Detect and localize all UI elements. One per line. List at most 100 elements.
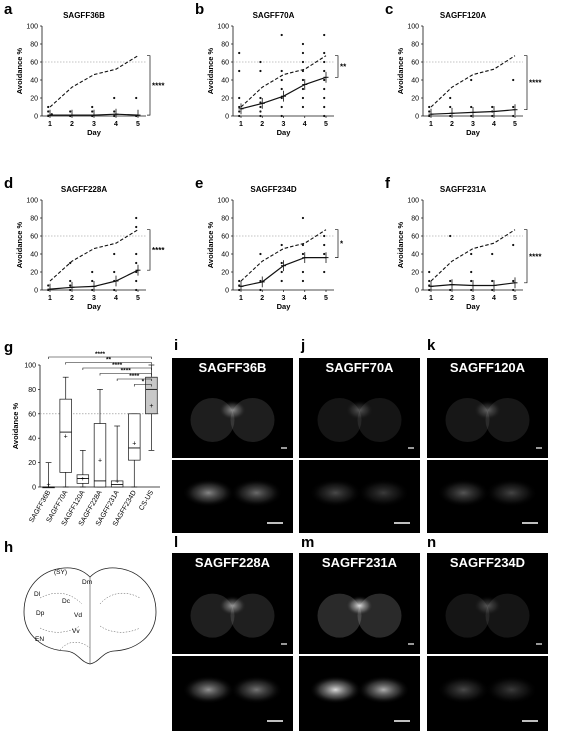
significance-bracket: [147, 229, 151, 271]
panel-letter: f: [385, 175, 391, 192]
micrograph-panel-n: n SAGFF234D: [427, 534, 548, 731]
data-point: [238, 279, 241, 283]
data-point: [323, 252, 326, 256]
data-point: [323, 114, 326, 118]
x-axis-label: Day: [87, 128, 102, 137]
x-tick-label: 3: [282, 121, 286, 128]
significance-bracket: [82, 367, 152, 370]
dashed-series-line: [49, 55, 139, 108]
y-tick-label: 100: [217, 24, 229, 31]
data-point: [259, 60, 262, 64]
significance-label: ****: [529, 252, 542, 261]
data-point: [449, 96, 452, 100]
dashed-series-line: [240, 55, 327, 108]
data-point: [470, 288, 473, 292]
data-point: [135, 216, 138, 220]
data-point: [428, 105, 431, 109]
significance-label: ****: [152, 246, 165, 255]
y-tick-label: 40: [30, 252, 38, 259]
brain-outline: [23, 567, 157, 665]
data-point: [512, 243, 515, 247]
data-point: [135, 288, 138, 292]
data-point: [491, 114, 494, 118]
fluorescence-signal: [437, 478, 490, 507]
y-tick-label: 80: [28, 387, 36, 394]
y-tick-label: 80: [411, 42, 419, 49]
significance-label: *: [340, 240, 344, 249]
significance-bracket: [48, 356, 152, 359]
x-tick-label: 1: [429, 295, 433, 302]
significance-bracket: [133, 384, 152, 387]
data-point: [323, 270, 326, 274]
significance-bracket: [524, 229, 528, 284]
micrograph-panel-l: l SAGFF228A: [172, 534, 293, 731]
fluorescence-signal: [309, 478, 362, 507]
mean-marker: +: [98, 458, 102, 465]
significance-bracket: [335, 55, 339, 78]
fluorescence-signal: [437, 675, 490, 704]
chart-title: SAGFF231A: [440, 185, 486, 194]
y-tick-label: 60: [411, 60, 419, 67]
x-tick-label: 4: [492, 295, 496, 302]
y-axis-label: Avoidance %: [15, 221, 24, 268]
x-tick-label: 1: [48, 121, 52, 128]
y-tick-label: 40: [221, 252, 229, 259]
box: [93, 423, 107, 488]
x-tick-label: 5: [136, 295, 140, 302]
y-axis-label: Avoidance %: [15, 47, 24, 94]
data-point: [280, 78, 283, 82]
data-point: [323, 33, 326, 37]
chart-title: SAGFF70A: [253, 11, 295, 20]
x-tick-label: 3: [92, 295, 96, 302]
box: [76, 474, 90, 484]
data-point: [91, 288, 94, 292]
data-point: [449, 234, 452, 238]
micrograph-panels: iSAGFF36BjSAGFF70AkSAGFF120AlSAGFF228AmS…: [172, 337, 548, 731]
x-axis-label: Day: [277, 302, 292, 311]
data-point: [113, 110, 116, 113]
panel-letter: i: [174, 337, 178, 354]
data-point: [323, 60, 326, 64]
region-boundaries: [39, 592, 141, 651]
y-tick-label: 100: [407, 198, 419, 205]
chart-panel-a: a SAGFF36B 0 20 40 60 80 100 1 2 3 4 5 Day Avoidance %…: [4, 1, 165, 137]
data-point: [280, 105, 283, 109]
data-point: [259, 114, 262, 118]
y-tick-label: 60: [30, 234, 38, 241]
data-point: [301, 252, 305, 256]
data-point: [47, 110, 50, 113]
chart-panel-c: c SAGFF120A 0 20 40 60 80 100 1 2 3 4 5 Day Avoidance …: [385, 1, 542, 137]
y-tick-label: 60: [30, 60, 38, 67]
data-point: [301, 270, 305, 274]
x-tick-label: 5: [513, 295, 517, 302]
y-tick-label: 60: [411, 234, 419, 241]
data-point: [113, 96, 116, 100]
data-point: [323, 105, 326, 109]
y-axis-label: Avoidance %: [11, 402, 20, 449]
x-tick-label: 2: [450, 295, 454, 302]
significance-label: ****: [529, 79, 542, 88]
data-point: [301, 105, 305, 109]
data-point: [449, 114, 452, 118]
x-tick-label: 1: [48, 295, 52, 302]
y-tick-label: 20: [221, 270, 229, 277]
panel-letter: k: [427, 337, 436, 354]
data-point: [301, 279, 305, 283]
fluorescence-signal: [182, 478, 235, 507]
data-point: [470, 279, 473, 283]
x-tick-label: 4: [303, 295, 307, 302]
panel-letter: l: [174, 534, 178, 551]
data-point: [323, 96, 326, 100]
micrograph-panel-k: k SAGFF120A: [427, 337, 548, 533]
panel-letter: b: [195, 1, 204, 18]
y-tick-label: 100: [217, 198, 229, 205]
x-tick-label: 2: [70, 295, 74, 302]
region-label: Vd: [74, 612, 82, 619]
panel-letter: g: [4, 339, 13, 356]
y-tick-label: 80: [221, 42, 229, 49]
region-label: (SY): [54, 569, 67, 576]
dashed-series-line: [240, 229, 327, 282]
data-point: [470, 114, 473, 118]
